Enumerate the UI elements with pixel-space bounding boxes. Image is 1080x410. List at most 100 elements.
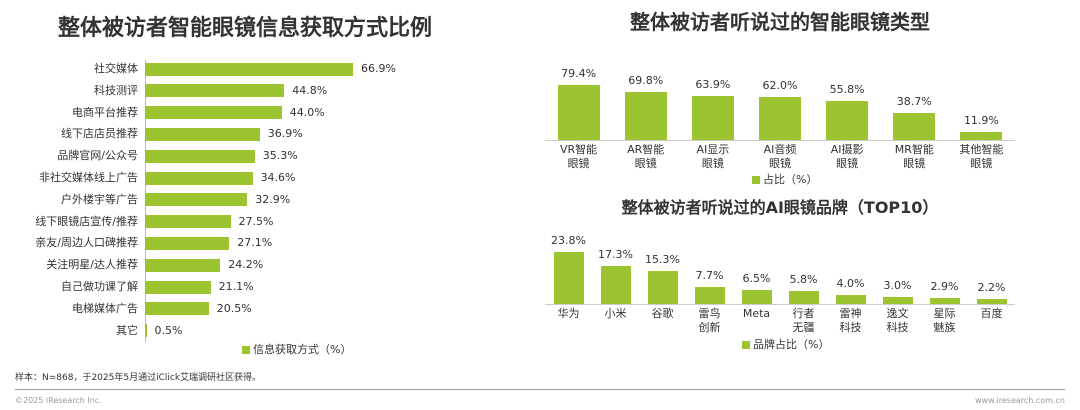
x-tick-label: AR智能 眼镜 <box>627 143 665 170</box>
data-label: 11.9% <box>963 113 999 127</box>
bar <box>145 236 230 250</box>
x-tick-label: 星际 魅族 <box>933 307 956 334</box>
data-label: 27.1% <box>237 236 273 250</box>
x-tick-label: AI显示 眼镜 <box>696 143 730 170</box>
bar <box>624 91 667 140</box>
bar <box>145 324 147 338</box>
bar <box>691 95 734 140</box>
legend-swatch <box>742 341 750 349</box>
y-tick-label: 关注明星/达人推荐 <box>46 258 138 272</box>
x-tick-label: 行者 无疆 <box>792 307 815 334</box>
divider <box>15 389 1065 390</box>
x-tick-label: 百度 <box>980 307 1003 320</box>
y-tick-label: 科技测评 <box>94 83 138 97</box>
x-tick-label: Meta <box>742 307 771 320</box>
x-tick-label: 其他智能 眼镜 <box>959 143 1004 170</box>
y-tick-label: 线下店店员推荐 <box>61 127 138 141</box>
bar <box>893 113 936 140</box>
website: www.iresearch.com.cn <box>975 396 1065 405</box>
bar <box>553 252 584 304</box>
y-tick-label: 线下眼镜店宣传/推荐 <box>35 214 138 228</box>
data-label: 35.3% <box>262 149 298 163</box>
data-label: 20.5% <box>216 301 252 315</box>
legend-swatch <box>752 176 760 184</box>
axis-line <box>545 140 1015 141</box>
y-tick-label: 品牌官网/公众号 <box>57 149 138 163</box>
data-label: 44.8% <box>292 83 328 97</box>
data-label: 4.0% <box>836 277 865 291</box>
data-label: 7.7% <box>695 269 724 283</box>
bar <box>929 297 960 304</box>
bar <box>960 131 1003 140</box>
y-tick-label: 户外楼宇等广告 <box>61 192 138 206</box>
data-label: 24.2% <box>228 258 264 272</box>
y-tick-label: 自己做功课了解 <box>61 280 138 293</box>
data-label: 23.8% <box>551 234 586 247</box>
bar <box>145 280 211 294</box>
bar <box>145 215 231 229</box>
data-label: 69.8% <box>628 73 664 87</box>
y-tick-label: 非社交媒体线上广告 <box>39 171 138 184</box>
y-tick-label: 亲友/周边人口碑推荐 <box>35 236 138 250</box>
x-tick-label: 雷神 科技 <box>839 307 862 334</box>
bar <box>694 287 725 304</box>
bar <box>145 193 248 207</box>
bar <box>145 84 285 98</box>
x-tick-label: 小米 <box>604 307 627 320</box>
data-label: 66.9% <box>361 62 396 75</box>
data-label: 3.0% <box>883 279 912 293</box>
bar <box>145 258 221 272</box>
bar <box>145 106 282 120</box>
data-label: 0.5% <box>154 323 183 337</box>
bar <box>741 289 772 304</box>
data-label: 21.1% <box>218 280 254 293</box>
chart-title: 整体被访者听说过的智能眼镜类型 <box>630 10 930 34</box>
bar <box>557 85 600 140</box>
data-label: 15.3% <box>645 252 680 266</box>
y-tick-label: 电梯媒体广告 <box>72 301 138 315</box>
data-label: 44.0% <box>289 105 325 119</box>
chart-title: 整体被访者听说过的AI眼镜品牌（TOP10） <box>621 198 939 217</box>
x-tick-label: 华为 <box>557 307 580 320</box>
data-label: 62.0% <box>762 79 798 93</box>
footnote: 样本：N=868，于2025年5月通过iClick艾瑞调研社区获得。 <box>15 373 262 383</box>
x-tick-label: 谷歌 <box>651 307 674 320</box>
y-tick-label: 其它 <box>116 323 138 337</box>
x-tick-label: AI摄影 眼镜 <box>830 143 864 170</box>
x-tick-label: VR智能 眼镜 <box>559 143 598 170</box>
bar <box>145 127 260 141</box>
bar <box>759 97 801 140</box>
data-label: 32.9% <box>255 192 291 206</box>
chart-title: 整体被访者智能眼镜信息获取方式比例 <box>57 16 432 41</box>
x-tick-label: AI音频 眼镜 <box>763 143 797 170</box>
y-tick-label: 社交媒体 <box>94 62 138 75</box>
legend-label: 信息获取方式（%） <box>253 343 352 356</box>
data-label: 6.5% <box>742 271 771 285</box>
legend-label: 品牌占比（%） <box>753 338 830 351</box>
data-label: 36.9% <box>267 127 303 141</box>
bar <box>145 171 253 185</box>
x-tick-label: 逸文 科技 <box>886 307 909 334</box>
bar <box>145 149 255 163</box>
legend-label: 占比（%） <box>763 173 818 186</box>
data-label: 79.4% <box>561 67 597 80</box>
bar <box>600 266 631 304</box>
data-label: 2.9% <box>930 279 959 293</box>
bar <box>145 302 209 316</box>
bar <box>145 62 353 76</box>
x-tick-label: MR智能 眼镜 <box>894 143 934 170</box>
bar <box>882 297 913 304</box>
bar <box>647 270 678 304</box>
legend-swatch <box>242 346 250 354</box>
y-tick-label: 电商平台推荐 <box>72 105 138 119</box>
data-label: 27.5% <box>238 214 274 228</box>
bar <box>788 291 819 304</box>
axis-line <box>545 304 1015 305</box>
bar <box>835 295 866 304</box>
data-label: 2.2% <box>977 281 1006 295</box>
data-label: 55.8% <box>829 83 865 97</box>
data-label: 38.7% <box>896 95 932 109</box>
data-label: 63.9% <box>695 77 731 91</box>
bar <box>976 299 1007 304</box>
